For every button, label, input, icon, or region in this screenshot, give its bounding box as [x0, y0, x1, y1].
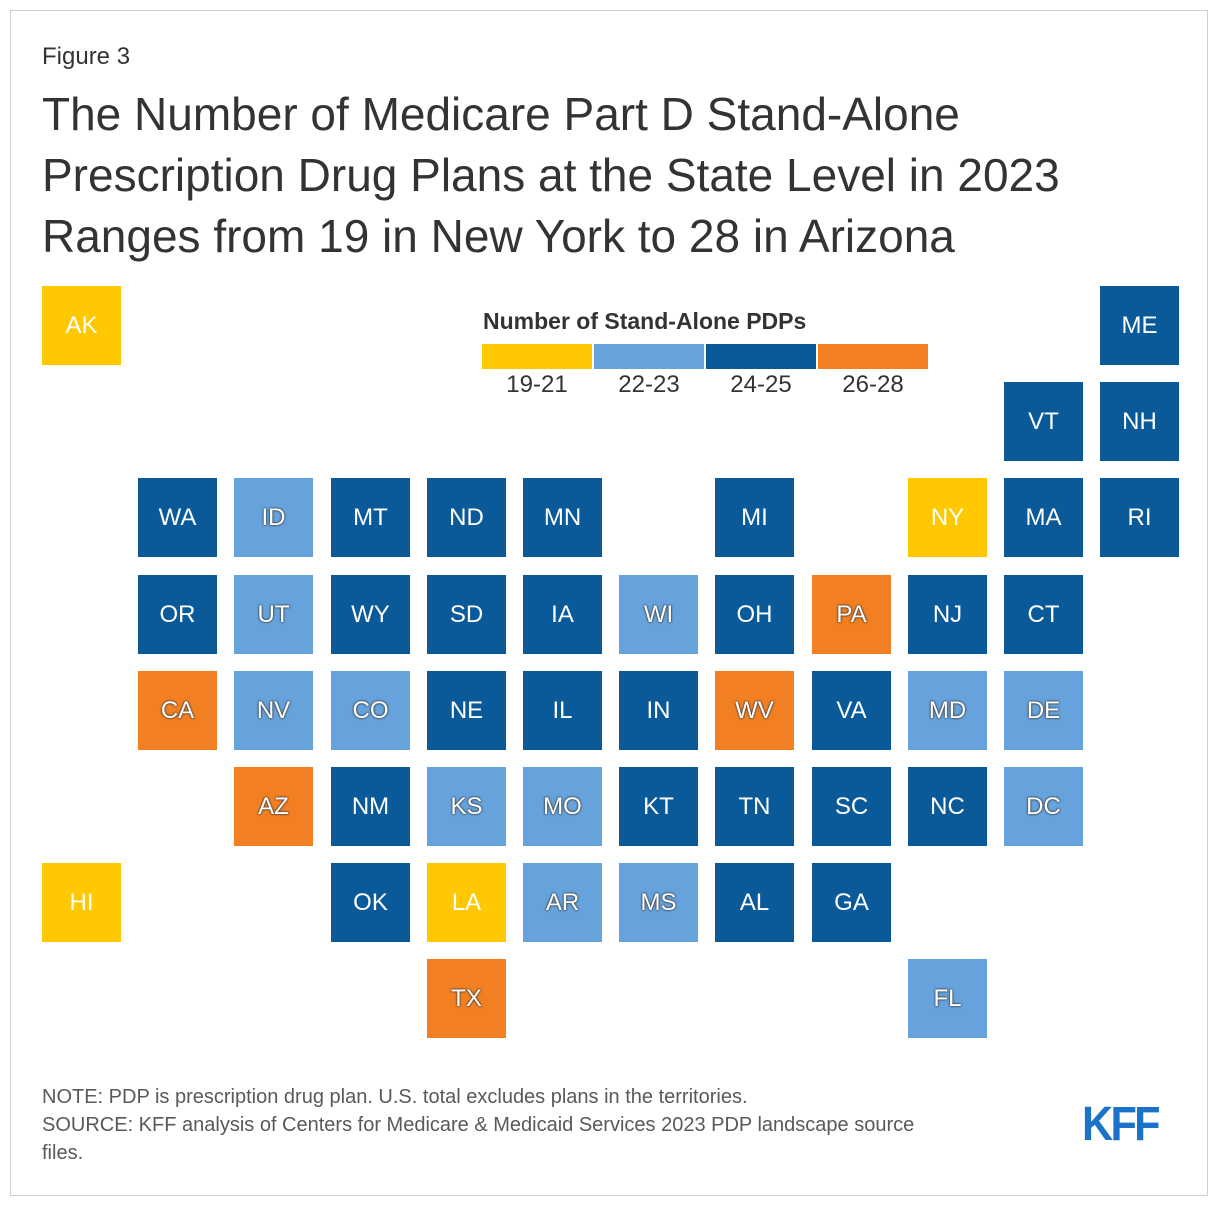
state-tile-wv: WV [715, 671, 794, 750]
state-tile-ks: KS [427, 767, 506, 846]
state-tile-nv: NV [234, 671, 313, 750]
state-tile-fl: FL [908, 959, 987, 1038]
chart-title: The Number of Medicare Part D Stand-Alon… [42, 84, 1162, 267]
state-tile-oh: OH [715, 575, 794, 654]
legend-swatch-22-23 [594, 344, 704, 369]
title-line-1: The Number of Medicare Part D Stand-Alon… [42, 88, 960, 140]
state-tile-la: LA [427, 863, 506, 942]
state-tile-hi: HI [42, 863, 121, 942]
legend-label-22-23: 22-23 [618, 371, 680, 398]
state-tile-nj: NJ [908, 575, 987, 654]
state-tile-ca: CA [138, 671, 217, 750]
legend-label-19-21: 19-21 [506, 371, 568, 398]
state-tile-wi: WI [619, 575, 698, 654]
state-tile-mo: MO [523, 767, 602, 846]
legend-label-24-25: 24-25 [730, 371, 792, 398]
legend-swatch-19-21 [482, 344, 592, 369]
state-tile-kt: KT [619, 767, 698, 846]
state-tile-ia: IA [523, 575, 602, 654]
state-tile-mn: MN [523, 478, 602, 557]
legend-swatch-24-25 [706, 344, 816, 369]
state-tile-ma: MA [1004, 478, 1083, 557]
state-tile-tx: TX [427, 959, 506, 1038]
state-tile-sd: SD [427, 575, 506, 654]
state-tile-ri: RI [1100, 478, 1179, 557]
note-line: NOTE: PDP is prescription drug plan. U.S… [42, 1086, 748, 1108]
legend-label-26-28: 26-28 [842, 371, 904, 398]
state-tile-nd: ND [427, 478, 506, 557]
state-tile-mi: MI [715, 478, 794, 557]
state-tile-nh: NH [1100, 382, 1179, 461]
state-tile-vt: VT [1004, 382, 1083, 461]
legend-title: Number of Stand-Alone PDPs [483, 308, 807, 334]
kff-logo: KFF [1082, 1098, 1161, 1151]
state-tile-dc: DC [1004, 767, 1083, 846]
source-line: SOURCE: KFF analysis of Centers for Medi… [42, 1114, 915, 1136]
title-line-2: Prescription Drug Plans at the State Lev… [42, 149, 1060, 201]
state-tile-mt: MT [331, 478, 410, 557]
state-tile-me: ME [1100, 286, 1179, 365]
state-tile-in: IN [619, 671, 698, 750]
state-tile-ct: CT [1004, 575, 1083, 654]
state-tile-al: AL [715, 863, 794, 942]
state-tile-az: AZ [234, 767, 313, 846]
note-block: NOTE: PDP is prescription drug plan. U.S… [42, 1083, 1042, 1167]
state-tile-ny: NY [908, 478, 987, 557]
state-tile-ms: MS [619, 863, 698, 942]
state-tile-il: IL [523, 671, 602, 750]
state-tile-md: MD [908, 671, 987, 750]
state-tile-sc: SC [812, 767, 891, 846]
state-tile-tn: TN [715, 767, 794, 846]
state-tile-wy: WY [331, 575, 410, 654]
state-tile-ne: NE [427, 671, 506, 750]
state-tile-pa: PA [812, 575, 891, 654]
state-tile-id: ID [234, 478, 313, 557]
state-tile-nc: NC [908, 767, 987, 846]
state-tile-ut: UT [234, 575, 313, 654]
state-tile-va: VA [812, 671, 891, 750]
legend-swatch-26-28 [818, 344, 928, 369]
state-tile-ga: GA [812, 863, 891, 942]
state-tile-nm: NM [331, 767, 410, 846]
state-tile-wa: WA [138, 478, 217, 557]
state-tile-ak: AK [42, 286, 121, 365]
state-tile-ok: OK [331, 863, 410, 942]
state-tile-co: CO [331, 671, 410, 750]
source-line-cont: files. [42, 1142, 84, 1164]
title-line-3: Ranges from 19 in New York to 28 in Ariz… [42, 210, 955, 262]
state-tile-ar: AR [523, 863, 602, 942]
state-tile-or: OR [138, 575, 217, 654]
state-tile-de: DE [1004, 671, 1083, 750]
figure-label: Figure 3 [42, 43, 131, 70]
